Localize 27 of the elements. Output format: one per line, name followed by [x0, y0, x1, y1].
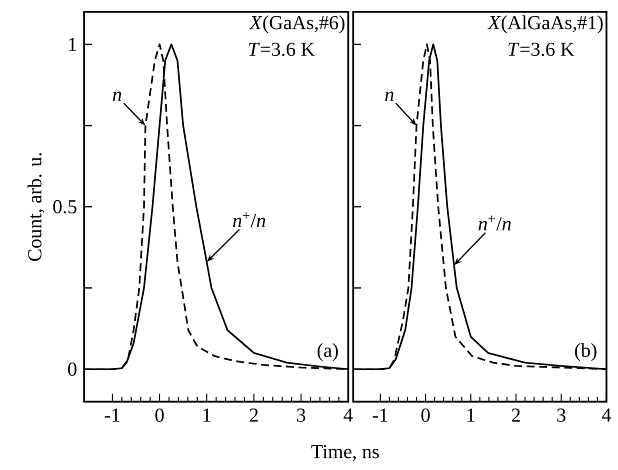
y-tick-label: 0.5 [53, 200, 76, 214]
x-tick-label: 2 [250, 408, 258, 422]
x-axis-title: Time, ns [311, 445, 379, 462]
x-tick-label: -1 [104, 408, 120, 422]
x-tick-label: 0 [155, 408, 164, 422]
x-tick-label: 3 [557, 408, 566, 422]
x-tick-label: 0 [421, 408, 430, 422]
annotation: (b) [575, 343, 596, 362]
x-tick-label: 4 [602, 408, 612, 422]
x-tick-label: 1 [468, 408, 475, 422]
annotation: n$^{+}$/n [478, 216, 511, 230]
annotation: n [385, 92, 394, 102]
y-axis-title: Count, arb. u. [28, 153, 44, 261]
x-tick-label: 4 [344, 408, 353, 422]
annotation: n [112, 92, 122, 102]
annotation: n$^{+}$/n [233, 212, 266, 228]
text: T=3.6 K [248, 42, 315, 56]
y-tick-label: 0 [68, 362, 76, 376]
x-tick-label: -1 [372, 408, 388, 422]
x-tick-label: 1 [204, 408, 210, 422]
annotation: (a) [318, 343, 338, 362]
y-tick-label: 1 [69, 38, 76, 51]
x-tick-label: 3 [297, 408, 306, 422]
chart-title: X(AlGaAs,#1) [487, 15, 603, 34]
x-tick-label: 2 [512, 408, 520, 422]
chart-title: X(GaAs,#6) [248, 15, 344, 34]
text: T=3.6 K [508, 42, 574, 56]
